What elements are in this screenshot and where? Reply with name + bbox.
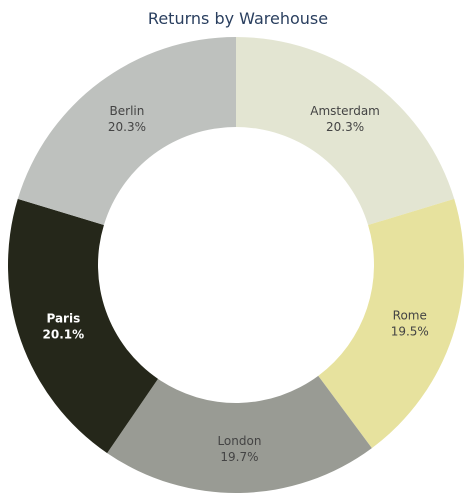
slice-label-berlin: Berlin	[110, 104, 145, 118]
slice-percent-rome: 19.5%	[391, 324, 429, 338]
chart-title: Returns by Warehouse	[147, 9, 329, 28]
slice-label-amsterdam: Amsterdam	[310, 104, 380, 118]
slice-paris[interactable]	[7, 198, 159, 454]
slice-label-paris: Paris	[46, 312, 80, 326]
slice-percent-paris: 20.1%	[43, 328, 85, 342]
slice-rome[interactable]	[318, 198, 464, 449]
slice-berlin[interactable]	[17, 37, 236, 226]
slice-amsterdam[interactable]	[236, 37, 455, 226]
slice-london[interactable]	[107, 375, 372, 494]
slice-percent-amsterdam: 20.3%	[326, 120, 364, 134]
slice-percent-berlin: 20.3%	[108, 120, 146, 134]
slice-percent-london: 19.7%	[220, 450, 258, 464]
slice-label-london: London	[217, 434, 261, 448]
slice-label-rome: Rome	[393, 308, 427, 322]
